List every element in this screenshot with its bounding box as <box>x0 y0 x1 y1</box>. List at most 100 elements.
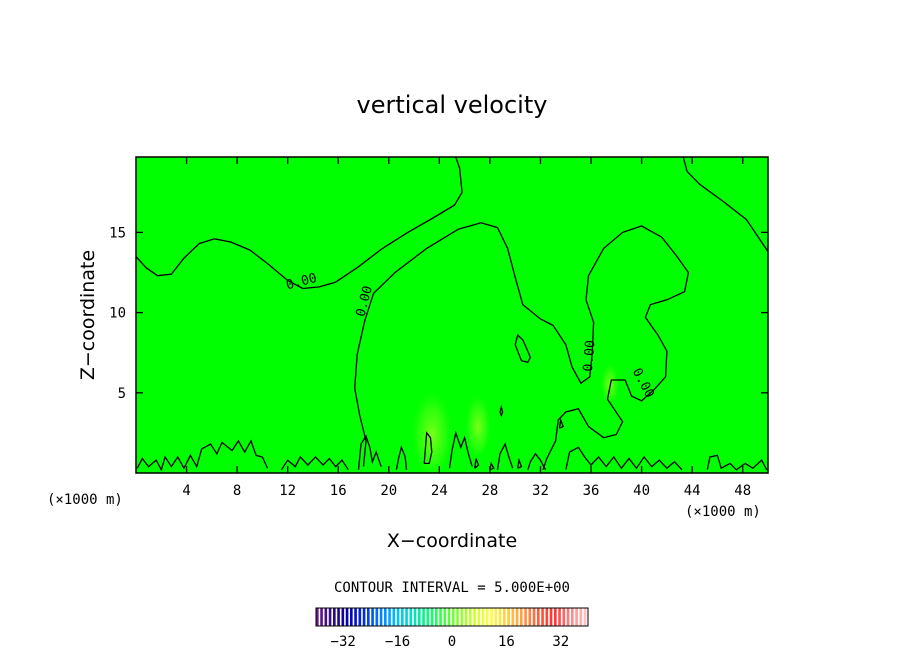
colorbar-swatch <box>481 608 485 626</box>
x-tick-label: 40 <box>633 483 650 499</box>
contour-line-upper-left <box>136 157 463 290</box>
colorbar-swatch <box>579 608 583 626</box>
colorbar-swatch <box>388 608 391 626</box>
colorbar-swatch <box>379 608 383 626</box>
colorbar-swatch <box>426 608 430 626</box>
x-axis-label: X−coordinate <box>387 530 517 552</box>
colorbar-swatch <box>456 608 459 626</box>
contour-interval-label: CONTOUR INTERVAL = 5.000E+00 <box>334 580 570 596</box>
colorbar-swatch <box>503 608 506 626</box>
colorbar-swatch <box>575 608 578 626</box>
colorbar-swatch <box>545 608 549 626</box>
warm-region <box>410 377 454 473</box>
colorbar-swatch <box>418 608 421 626</box>
contour-line-island-30 <box>514 333 532 364</box>
colorbar-swatch <box>524 608 527 626</box>
contour-line-bottom-45 <box>706 454 768 471</box>
plot-frame <box>135 156 769 474</box>
colorbar-swatch <box>520 608 523 626</box>
colorbar-swatch <box>583 608 587 626</box>
x-tick-label: 44 <box>684 483 701 499</box>
colorbar-swatch <box>435 608 438 626</box>
colorbar-swatch <box>354 608 357 626</box>
colorbar-swatch <box>541 608 544 626</box>
colorbar-swatch <box>562 608 566 626</box>
contour-line-bottom-25 <box>448 430 473 469</box>
contour-line-dot-4 <box>558 417 565 429</box>
colorbar-swatch <box>532 608 536 626</box>
colorbar-swatch <box>447 608 451 626</box>
contour-line-bottom-12 <box>280 455 349 471</box>
colorbar-swatch <box>392 608 396 626</box>
colorbar-swatch <box>384 608 387 626</box>
colorbar-ticks: −32 −16 0 16 32 <box>331 634 570 650</box>
colorbar-swatch <box>430 608 434 626</box>
contour-line-island-23 <box>423 431 433 465</box>
y-axis-label: Z−coordinate <box>77 250 99 380</box>
colorbar-swatch <box>464 608 468 626</box>
colorbar-swatch <box>566 608 570 626</box>
colorbar-swatch <box>409 608 413 626</box>
colorbar-swatch <box>375 608 379 626</box>
colorbar-swatch <box>494 608 498 626</box>
colorbar-swatch <box>554 608 557 626</box>
colorbar-swatch <box>337 608 340 626</box>
colorbar-swatch <box>537 608 540 626</box>
colorbar-swatch <box>571 608 574 626</box>
contour-lines <box>136 157 768 472</box>
x-tick-label: 4 <box>182 483 190 499</box>
x-tick-label: 20 <box>380 483 397 499</box>
colorbar-swatch <box>549 608 553 626</box>
colorbar-swatch <box>498 608 502 626</box>
contour-line-dot-3 <box>517 457 523 469</box>
colorbar-swatch <box>490 608 493 626</box>
plot-shading <box>410 358 620 473</box>
colorbar-tick-label: 32 <box>552 634 569 650</box>
x-tick-label: 24 <box>431 483 448 499</box>
colorbar-frame <box>315 607 589 627</box>
colorbar-swatch <box>460 608 464 626</box>
x-axis-ticks: 4 8 12 16 20 24 28 32 36 40 44 48 <box>182 157 751 499</box>
colorbar-swatch <box>358 608 362 626</box>
colorbar-swatch <box>367 608 370 626</box>
colorbar-swatch <box>507 608 510 626</box>
x-tick-label: 48 <box>734 483 751 499</box>
x-axis-unit-right: (×1000 m) <box>685 504 761 520</box>
colorbar-swatch <box>477 608 481 626</box>
contour-line-bottom-18 <box>357 434 382 470</box>
x-tick-label: 16 <box>330 483 347 499</box>
warm-region <box>464 385 492 455</box>
contour-label: 0.00 <box>581 340 599 373</box>
colorbar-swatch <box>528 608 532 626</box>
colorbar-swatch <box>333 608 336 626</box>
colorbar-swatch <box>345 608 349 626</box>
colorbar-swatch <box>324 608 328 626</box>
y-tick-label: 15 <box>109 225 126 241</box>
colorbar-swatch <box>469 608 472 626</box>
colorbar-swatch <box>422 608 425 626</box>
colorbar-swatch <box>362 608 366 626</box>
contour-line-bottom-left <box>136 439 269 472</box>
colorbar-swatch <box>511 608 515 626</box>
colorbar-swatch <box>443 608 447 626</box>
colorbar-swatch <box>328 608 332 626</box>
colorbar-swatch <box>405 608 408 626</box>
colorbar-swatch <box>558 608 561 626</box>
colorbar-swatch <box>486 608 489 626</box>
contour-line-dot-1 <box>474 458 480 469</box>
colorbar-swatch <box>473 608 476 626</box>
colorbar-swatch <box>439 608 442 626</box>
contour-line-center <box>354 222 595 467</box>
y-tick-label: 10 <box>109 306 126 322</box>
colorbar-swatch <box>350 608 353 626</box>
colorbar <box>315 607 589 627</box>
x-tick-label: 8 <box>233 483 241 499</box>
colorbar-tick-label: 16 <box>498 634 515 650</box>
contour-line-island-29 <box>499 404 504 418</box>
contour-line-bottom-right <box>565 446 683 471</box>
colorbar-swatch <box>341 608 345 626</box>
colorbar-swatch <box>401 608 404 626</box>
colorbar-swatch <box>371 608 374 626</box>
colorbar-swatch <box>413 608 417 626</box>
